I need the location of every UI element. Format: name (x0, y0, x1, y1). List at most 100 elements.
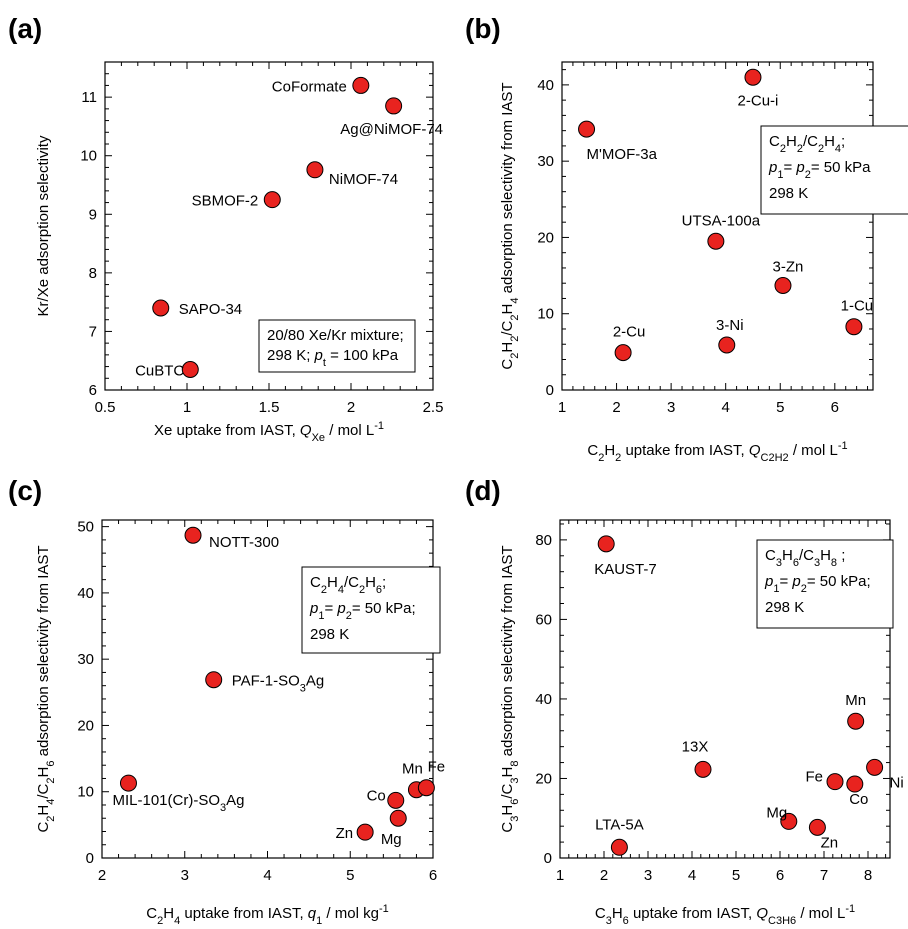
point-label: NOTT-300 (209, 534, 279, 551)
data-point (846, 775, 864, 793)
data-point (808, 818, 826, 836)
point-label: Fe (428, 759, 446, 776)
data-point (847, 712, 865, 730)
y-tick-label: 80 (535, 532, 552, 549)
note-box (258, 319, 416, 373)
x-tick-label: 4 (263, 867, 271, 884)
note-box (756, 539, 894, 629)
note-line: p1= p2= 50 kPa; (309, 600, 416, 622)
data-point (387, 791, 405, 809)
note-line: 298 K (310, 626, 349, 643)
point-label: M'MOF-3a (587, 146, 658, 163)
y-tick-label: 11 (81, 89, 97, 106)
point-label: CoFormate (272, 78, 347, 95)
data-point (152, 299, 170, 317)
y-tick-label: 0 (544, 850, 552, 867)
data-point (306, 161, 324, 179)
panel-b: (b) 1 2 3 4 5 6 0 10 20 30 40 C2H2 uptake from IAST,… (465, 13, 908, 464)
note-line: p1= p2= 50 kPa (768, 159, 871, 181)
condition-note: 20/80 Xe/Kr mixture; 298 K; pt = 100 kPa (258, 319, 416, 373)
y-tick-label: 40 (535, 691, 552, 708)
note-line: 298 K; pt = 100 kPa (267, 347, 399, 369)
point-label: Mg (381, 831, 402, 848)
x-tick-label: 7 (820, 867, 828, 884)
y-axis-label: C2H4/C2H6 adsorption selectivity from IA… (35, 545, 57, 832)
x-tick-label: 2 (612, 399, 620, 416)
point-label: Zn (336, 825, 354, 842)
condition-note: C3H6/C3H8 ; p1= p2= 50 kPa; 298 K (756, 539, 894, 629)
data-point (263, 191, 281, 209)
plot-frame (561, 61, 874, 391)
data-point (119, 774, 137, 792)
x-tick-label: 4 (722, 399, 730, 416)
data-point (826, 773, 844, 791)
x-tick-label: 3 (667, 399, 675, 416)
point-label: Zn (821, 834, 839, 851)
y-tick-label: 40 (77, 585, 94, 602)
note-line: p1= p2= 50 kPa; (764, 573, 871, 595)
x-tick-label: 6 (831, 399, 839, 416)
point-label: Fe (805, 769, 823, 786)
y-tick-label: 0 (86, 850, 94, 867)
point-label: Ag@NiMOF-74 (340, 121, 443, 138)
y-tick-label: 50 (77, 519, 94, 536)
y-tick-label: 0 (546, 382, 554, 399)
point-label: 1-Cu (841, 298, 874, 315)
point-label: CuBTC (135, 363, 184, 380)
x-tick-label: 6 (776, 867, 784, 884)
note-box (301, 566, 441, 654)
point-label: 3-Ni (716, 317, 744, 334)
y-axis-label: C3H6/C3H8 adsorption selectivity from IA… (499, 545, 521, 832)
x-tick-label: 3 (644, 867, 652, 884)
data-point (389, 809, 407, 827)
point-label: Mg (766, 804, 787, 821)
point-label: SBMOF-2 (192, 193, 259, 210)
point-label: UTSA-100a (682, 212, 761, 229)
x-tick-label: 2 (98, 867, 106, 884)
x-axis-label: C2H2 uptake from IAST, QC2H2 / mol L-1 (587, 440, 847, 464)
point-label: SAPO-34 (179, 301, 242, 318)
panel-letter: (b) (465, 13, 501, 44)
y-tick-label: 8 (89, 265, 97, 282)
y-tick-label: 7 (89, 323, 97, 340)
condition-note: C2H4/C2H6; p1= p2= 50 kPa; 298 K (301, 566, 441, 654)
note-line: C2H2/C2H4; (769, 133, 845, 155)
x-tick-label: 2 (347, 399, 355, 416)
note-line: C3H6/C3H8 ; (765, 547, 845, 569)
point-label: Mn (845, 692, 866, 709)
x-tick-label: 2.5 (423, 399, 444, 416)
x-tick-label: 4 (688, 867, 696, 884)
panel-a: (a) 0.5 1 1.5 2 2.5 6 7 8 9 10 11 Xe uptake from IAS… (8, 13, 443, 444)
data-point (610, 838, 628, 856)
data-point (774, 276, 792, 294)
point-label: MIL-101(Cr)-SO3Ag (112, 792, 244, 814)
point-label: Mn (402, 761, 423, 778)
panel-c: (c) 2 3 4 5 6 0 10 20 30 40 50 C2H4 uptake from IAST… (8, 475, 445, 927)
x-tick-label: 6 (429, 867, 437, 884)
x-tick-label: 5 (776, 399, 784, 416)
y-tick-label: 10 (77, 784, 94, 801)
note-line: 20/80 Xe/Kr mixture; (267, 327, 404, 344)
note-line: 298 K (765, 599, 804, 616)
x-tick-label: 0.5 (95, 399, 116, 416)
x-tick-label: 2 (600, 867, 608, 884)
data-point (352, 76, 370, 94)
y-tick-label: 9 (89, 206, 97, 223)
point-label: Co (849, 791, 868, 808)
data-point (780, 812, 798, 830)
x-axis-label: Xe uptake from IAST, QXe / mol L-1 (154, 420, 384, 444)
note-line: C2H4/C2H6; (310, 574, 386, 596)
condition-note: C2H2/C2H4; p1= p2= 50 kPa 298 K (760, 125, 908, 215)
data-point (181, 361, 199, 378)
x-tick-label: 5 (732, 867, 740, 884)
data-point (205, 671, 223, 689)
point-label: LTA-5A (595, 816, 644, 833)
x-axis-label: C2H4 uptake from IAST, q1 / mol kg-1 (146, 903, 388, 927)
panel-letter: (d) (465, 475, 501, 506)
y-tick-label: 20 (537, 229, 554, 246)
data-point (184, 526, 202, 544)
point-label: KAUST-7 (594, 561, 657, 578)
x-tick-label: 1 (558, 399, 566, 416)
